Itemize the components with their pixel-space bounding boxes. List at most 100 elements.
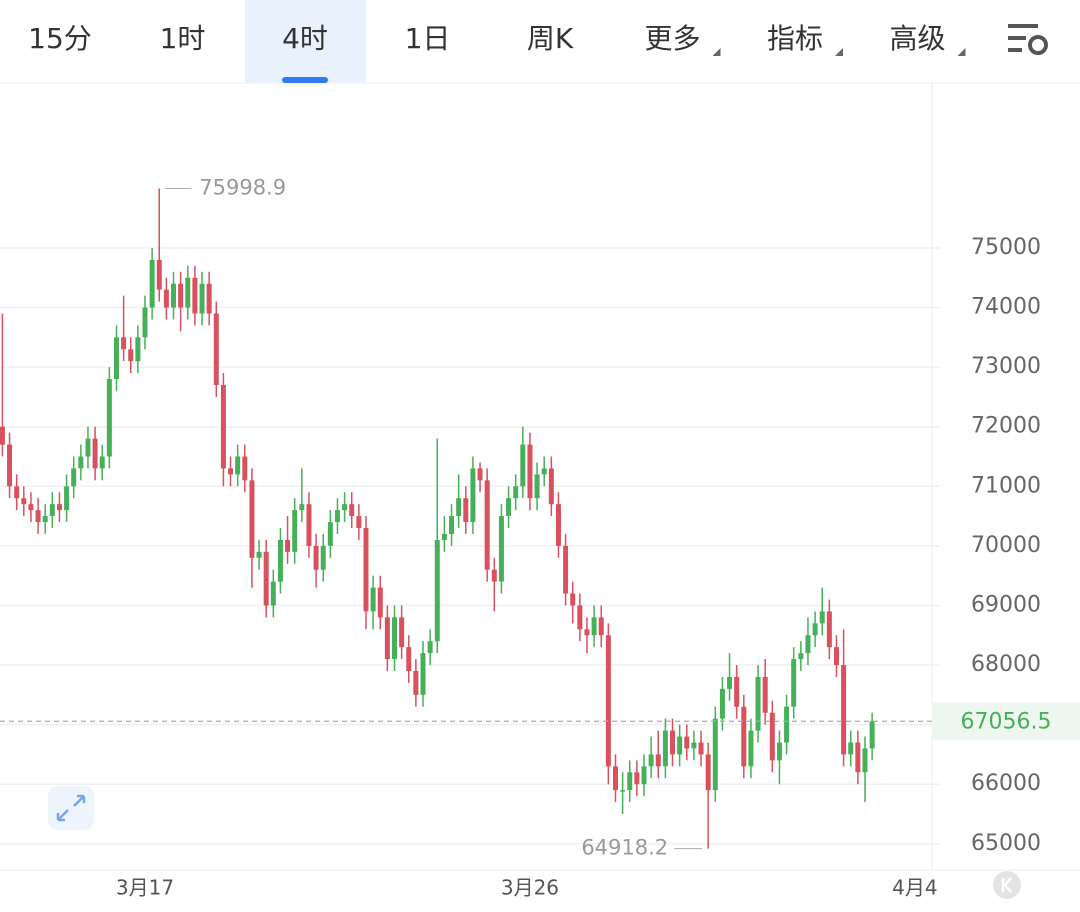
- candle-body: [805, 635, 811, 654]
- candle-body: [106, 379, 112, 457]
- candle-body: [156, 259, 162, 290]
- candle-body: [171, 283, 177, 308]
- candle-body: [862, 748, 868, 773]
- candle-body: [377, 587, 383, 618]
- candle-body: [506, 498, 512, 517]
- candle-body: [833, 647, 839, 666]
- candle-body: [791, 659, 797, 707]
- candle-body: [163, 289, 169, 308]
- candle-body: [270, 581, 276, 606]
- candle-body: [228, 468, 234, 475]
- dropdown-caret: [712, 48, 721, 56]
- y-tick-label: 70000: [971, 533, 1041, 558]
- candle-body: [185, 277, 191, 308]
- candle-body: [812, 623, 818, 636]
- candle-body: [641, 766, 647, 785]
- candle-body: [384, 617, 390, 660]
- candle-body: [178, 283, 184, 308]
- candle-body: [869, 721, 875, 749]
- candle-body: [0, 426, 5, 445]
- candle-body: [441, 533, 447, 540]
- candle-body: [363, 527, 369, 612]
- expand-icon: [56, 794, 86, 822]
- candle-body: [21, 498, 27, 505]
- candle-body: [769, 712, 775, 761]
- candle-body: [292, 510, 298, 552]
- tab[interactable]: 4时: [282, 22, 328, 55]
- candle-body: [220, 384, 226, 469]
- candle-body: [662, 730, 668, 767]
- candle-body: [734, 676, 740, 707]
- x-tick-label: 3月26: [501, 876, 559, 900]
- candle-body: [705, 754, 711, 791]
- reset-button[interactable]: [993, 871, 1021, 899]
- candle-body: [135, 337, 141, 362]
- y-tick-label: 69000: [971, 592, 1041, 617]
- candle-body: [513, 486, 519, 499]
- candle-body: [555, 504, 561, 546]
- candle-body: [584, 629, 590, 636]
- candle-body: [56, 504, 62, 511]
- candle-body: [7, 444, 13, 487]
- icon-bar: [1008, 48, 1022, 52]
- candle-body: [855, 742, 861, 773]
- y-tick-label: 75000: [971, 235, 1041, 260]
- fullscreen-button[interactable]: [48, 786, 94, 830]
- candle-body: [370, 587, 376, 612]
- tab[interactable]: 1日: [405, 22, 451, 55]
- candle-body: [691, 742, 697, 749]
- button-bg: [993, 871, 1021, 899]
- candle-body: [670, 730, 676, 755]
- candle-body: [192, 277, 198, 314]
- candle-body: [563, 545, 569, 594]
- candle-body: [249, 480, 255, 558]
- candle-body: [14, 486, 20, 499]
- candle-body: [206, 283, 212, 314]
- candle-body: [399, 617, 405, 648]
- tab[interactable]: 更多: [644, 22, 700, 55]
- icon-bar: [1008, 36, 1026, 40]
- reset-icon: [1001, 877, 1012, 893]
- candle-body: [762, 676, 768, 713]
- candle-body: [449, 516, 455, 534]
- y-tick-label: 74000: [971, 295, 1041, 320]
- candle-body: [698, 742, 704, 755]
- candle-body: [199, 283, 205, 314]
- candle-body: [334, 510, 340, 523]
- tab[interactable]: 1时: [160, 22, 206, 55]
- settings-icon[interactable]: [1008, 24, 1048, 55]
- y-tick-label: 65000: [971, 831, 1041, 856]
- candle-body: [605, 635, 611, 767]
- candle-body: [420, 653, 426, 695]
- candle-body: [776, 742, 782, 761]
- tab[interactable]: 周K: [527, 22, 574, 55]
- candle-body: [534, 474, 540, 499]
- candle-body: [406, 647, 412, 671]
- candle-body: [456, 498, 462, 517]
- candle-body: [213, 313, 219, 385]
- candle-body: [342, 504, 348, 511]
- candle-body: [741, 706, 747, 767]
- candle-body: [541, 468, 547, 475]
- candle-body: [484, 480, 490, 570]
- candle-body: [413, 670, 419, 695]
- tab[interactable]: 高级: [889, 22, 945, 55]
- candle-body: [612, 766, 618, 791]
- candle-body: [28, 504, 34, 511]
- candle-body: [719, 688, 725, 719]
- candle-body: [755, 676, 761, 731]
- candle-body: [320, 545, 326, 570]
- candle-body: [527, 444, 533, 499]
- candle-body: [577, 605, 583, 630]
- tab[interactable]: 指标: [767, 22, 823, 55]
- tab[interactable]: 15分: [28, 22, 92, 55]
- y-tick-label: 72000: [971, 414, 1041, 439]
- candle-body: [470, 468, 476, 523]
- candle-body: [49, 504, 55, 517]
- candle-body: [491, 569, 497, 582]
- candle-body: [712, 718, 718, 791]
- candle-body: [85, 438, 91, 457]
- candle-body: [684, 736, 690, 749]
- candle-body: [520, 444, 526, 487]
- candle-body: [648, 754, 654, 767]
